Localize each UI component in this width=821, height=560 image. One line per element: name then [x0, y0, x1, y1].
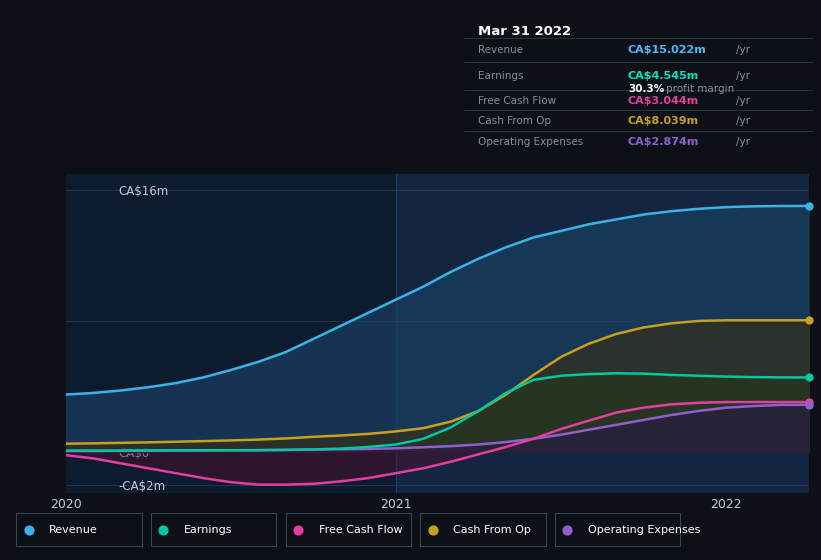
Text: Operating Expenses: Operating Expenses [588, 525, 700, 534]
Text: Operating Expenses: Operating Expenses [478, 137, 583, 147]
Text: Revenue: Revenue [49, 525, 98, 534]
Point [802, 398, 815, 407]
Text: Cash From Op: Cash From Op [478, 116, 551, 126]
Point [22, 525, 35, 534]
Point [426, 525, 439, 534]
Text: /yr: /yr [736, 137, 750, 147]
Point [802, 316, 815, 325]
FancyBboxPatch shape [420, 512, 546, 547]
FancyBboxPatch shape [16, 512, 142, 547]
FancyBboxPatch shape [151, 512, 277, 547]
FancyBboxPatch shape [555, 512, 681, 547]
Text: Mar 31 2022: Mar 31 2022 [478, 25, 571, 38]
Point [802, 202, 815, 211]
Text: CA$2.874m: CA$2.874m [628, 137, 699, 147]
Text: Revenue: Revenue [478, 45, 523, 55]
Text: /yr: /yr [736, 96, 750, 106]
Text: /yr: /yr [736, 71, 750, 81]
Text: CA$8.039m: CA$8.039m [628, 116, 699, 126]
Text: CA$4.545m: CA$4.545m [628, 71, 699, 81]
FancyBboxPatch shape [286, 512, 411, 547]
Text: CA$3.044m: CA$3.044m [628, 96, 699, 106]
Text: CA$15.022m: CA$15.022m [628, 45, 707, 55]
Text: Earnings: Earnings [184, 525, 232, 534]
Point [291, 525, 305, 534]
Text: /yr: /yr [736, 45, 750, 55]
Point [802, 400, 815, 409]
Text: 30.3%: 30.3% [628, 84, 664, 94]
Text: Free Cash Flow: Free Cash Flow [478, 96, 556, 106]
Text: Cash From Op: Cash From Op [453, 525, 531, 534]
Text: profit margin: profit margin [667, 84, 735, 94]
Point [157, 525, 170, 534]
Point [802, 373, 815, 382]
Text: Free Cash Flow: Free Cash Flow [319, 525, 402, 534]
Point [561, 525, 574, 534]
Text: Earnings: Earnings [478, 71, 523, 81]
Text: /yr: /yr [736, 116, 750, 126]
Bar [396, 174, 809, 493]
